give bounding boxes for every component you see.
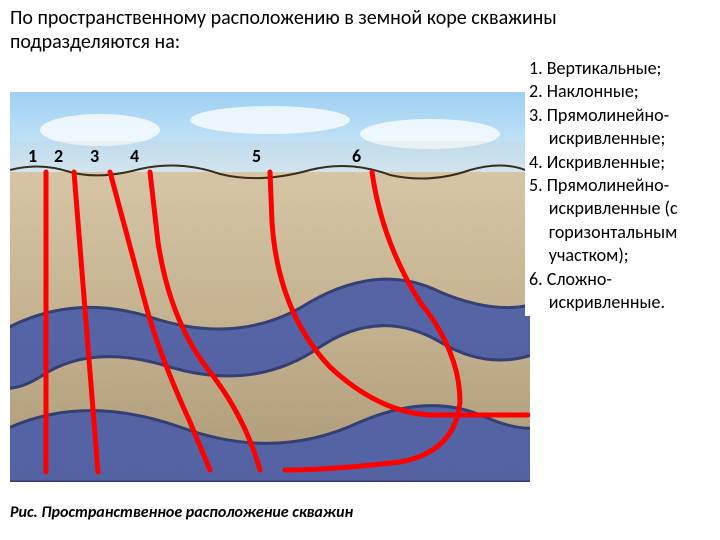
legend-line: 5. Прямолинейно-: [529, 174, 706, 197]
well-number-1: 1: [28, 145, 37, 167]
figure-caption: Рис. Пространственное расположение скваж…: [10, 503, 353, 522]
cloud-shape: [40, 114, 160, 146]
well-number-2: 2: [54, 145, 63, 167]
page-title: По пространственному расположению в земн…: [10, 6, 710, 54]
well-number-4: 4: [130, 145, 139, 167]
legend-line: 4. Искривленные;: [529, 151, 706, 174]
legend-line: 6. Сложно-: [529, 268, 706, 291]
title-line-2: подразделяются на:: [10, 30, 180, 54]
legend: 1. Вертикальные;2. Наклонные;3. Прямолин…: [525, 55, 710, 316]
legend-line: 3. Прямолинейно-: [529, 104, 706, 127]
cloud-shape: [360, 119, 500, 149]
well-number-6: 6: [352, 145, 361, 167]
legend-line: искривленные;: [529, 127, 706, 150]
legend-line: искривленные.: [529, 291, 706, 314]
wells-diagram: [10, 92, 530, 482]
well-number-3: 3: [90, 145, 99, 167]
title-line-1: По пространственному расположению в земн…: [10, 6, 557, 30]
legend-line: участком);: [529, 244, 706, 267]
cloud-shape: [190, 106, 350, 134]
legend-line: 1. Вертикальные;: [529, 57, 706, 80]
legend-line: искривленные (с: [529, 197, 706, 220]
legend-line: горизонтальным: [529, 221, 706, 244]
well-number-5: 5: [252, 145, 261, 167]
legend-line: 2. Наклонные;: [529, 80, 706, 103]
